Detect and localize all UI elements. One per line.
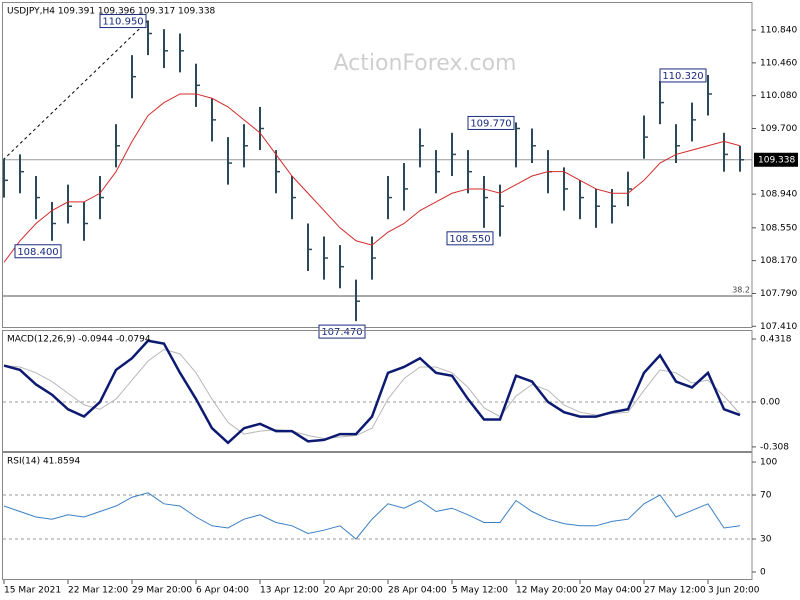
x-tick-label: 22 Mar 12:00 [68,586,128,596]
x-tick-label: 29 Mar 20:00 [132,586,192,596]
x-tick-label: 20 Apr 20:00 [324,586,383,596]
panel-title: MACD(12,26,9) -0.0944 -0.0794 [7,335,151,345]
x-tick-label: 20 May 04:00 [580,586,642,596]
panel-frame [2,2,753,328]
indicator-line [3,348,741,439]
y-tick-label: 108.550 [760,223,797,233]
panel-frame [2,330,753,452]
x-tick-label: 13 Apr 12:00 [260,586,319,596]
y-tick-label: 110.840 [760,26,797,36]
annotation-label: 108.550 [449,234,490,245]
y-tick-label: -0.308 [760,442,789,452]
last-price-box [754,152,798,167]
y-tick-label: 0.4318 [760,335,792,345]
y-tick-label: 108.170 [760,256,797,266]
annotation-label: 110.320 [662,71,703,82]
annotation-box [14,244,62,259]
indicator-line [3,339,741,445]
y-tick-label: 107.410 [760,322,797,332]
annotation-label: 110.950 [102,17,143,28]
x-tick-label: 15 Mar 2021 [4,586,61,596]
x-tick-label: 28 Apr 04:00 [388,586,447,596]
y-tick-label: 0 [760,567,766,577]
annotation-label: 109.770 [470,118,511,129]
y-tick-label: 70 [760,491,772,501]
fib-label: 38.2 [732,286,750,295]
y-tick-label: 100 [760,458,777,468]
moving-average [3,93,741,263]
annotation-box [99,14,147,29]
y-tick-label: 110.460 [760,58,797,68]
x-tick-label: 6 Apr 04:00 [196,586,249,596]
y-tick-label: 107.790 [760,289,797,299]
panel-frame [2,452,753,580]
y-tick-label: 0.00 [760,397,780,407]
annotation-label: 108.400 [17,247,58,258]
annotation-label: 107.470 [321,327,362,338]
y-tick-label: 108.940 [760,190,797,200]
annotation-box [446,231,494,246]
panel-title: USDJPY,H4 109.391 109.396 109.317 109.33… [7,7,216,17]
x-tick-label: 27 May 12:00 [644,586,706,596]
y-tick-label: 30 [760,534,772,544]
x-tick-label: 5 May 12:00 [452,586,508,596]
annotation-box [318,324,366,339]
last-price-label: 109.338 [758,155,795,165]
panel-title: RSI(14) 41.8594 [7,457,80,467]
watermark: ActionForex.com [334,51,517,76]
y-tick-label: 110.080 [760,91,797,101]
annotation-box [467,115,515,130]
annotation-box [659,68,707,83]
x-tick-label: 12 May 20:00 [516,586,578,596]
y-tick-label: 109.700 [760,124,797,134]
x-tick-label: 3 Jun 20:00 [708,586,760,596]
indicator-line [3,492,741,540]
